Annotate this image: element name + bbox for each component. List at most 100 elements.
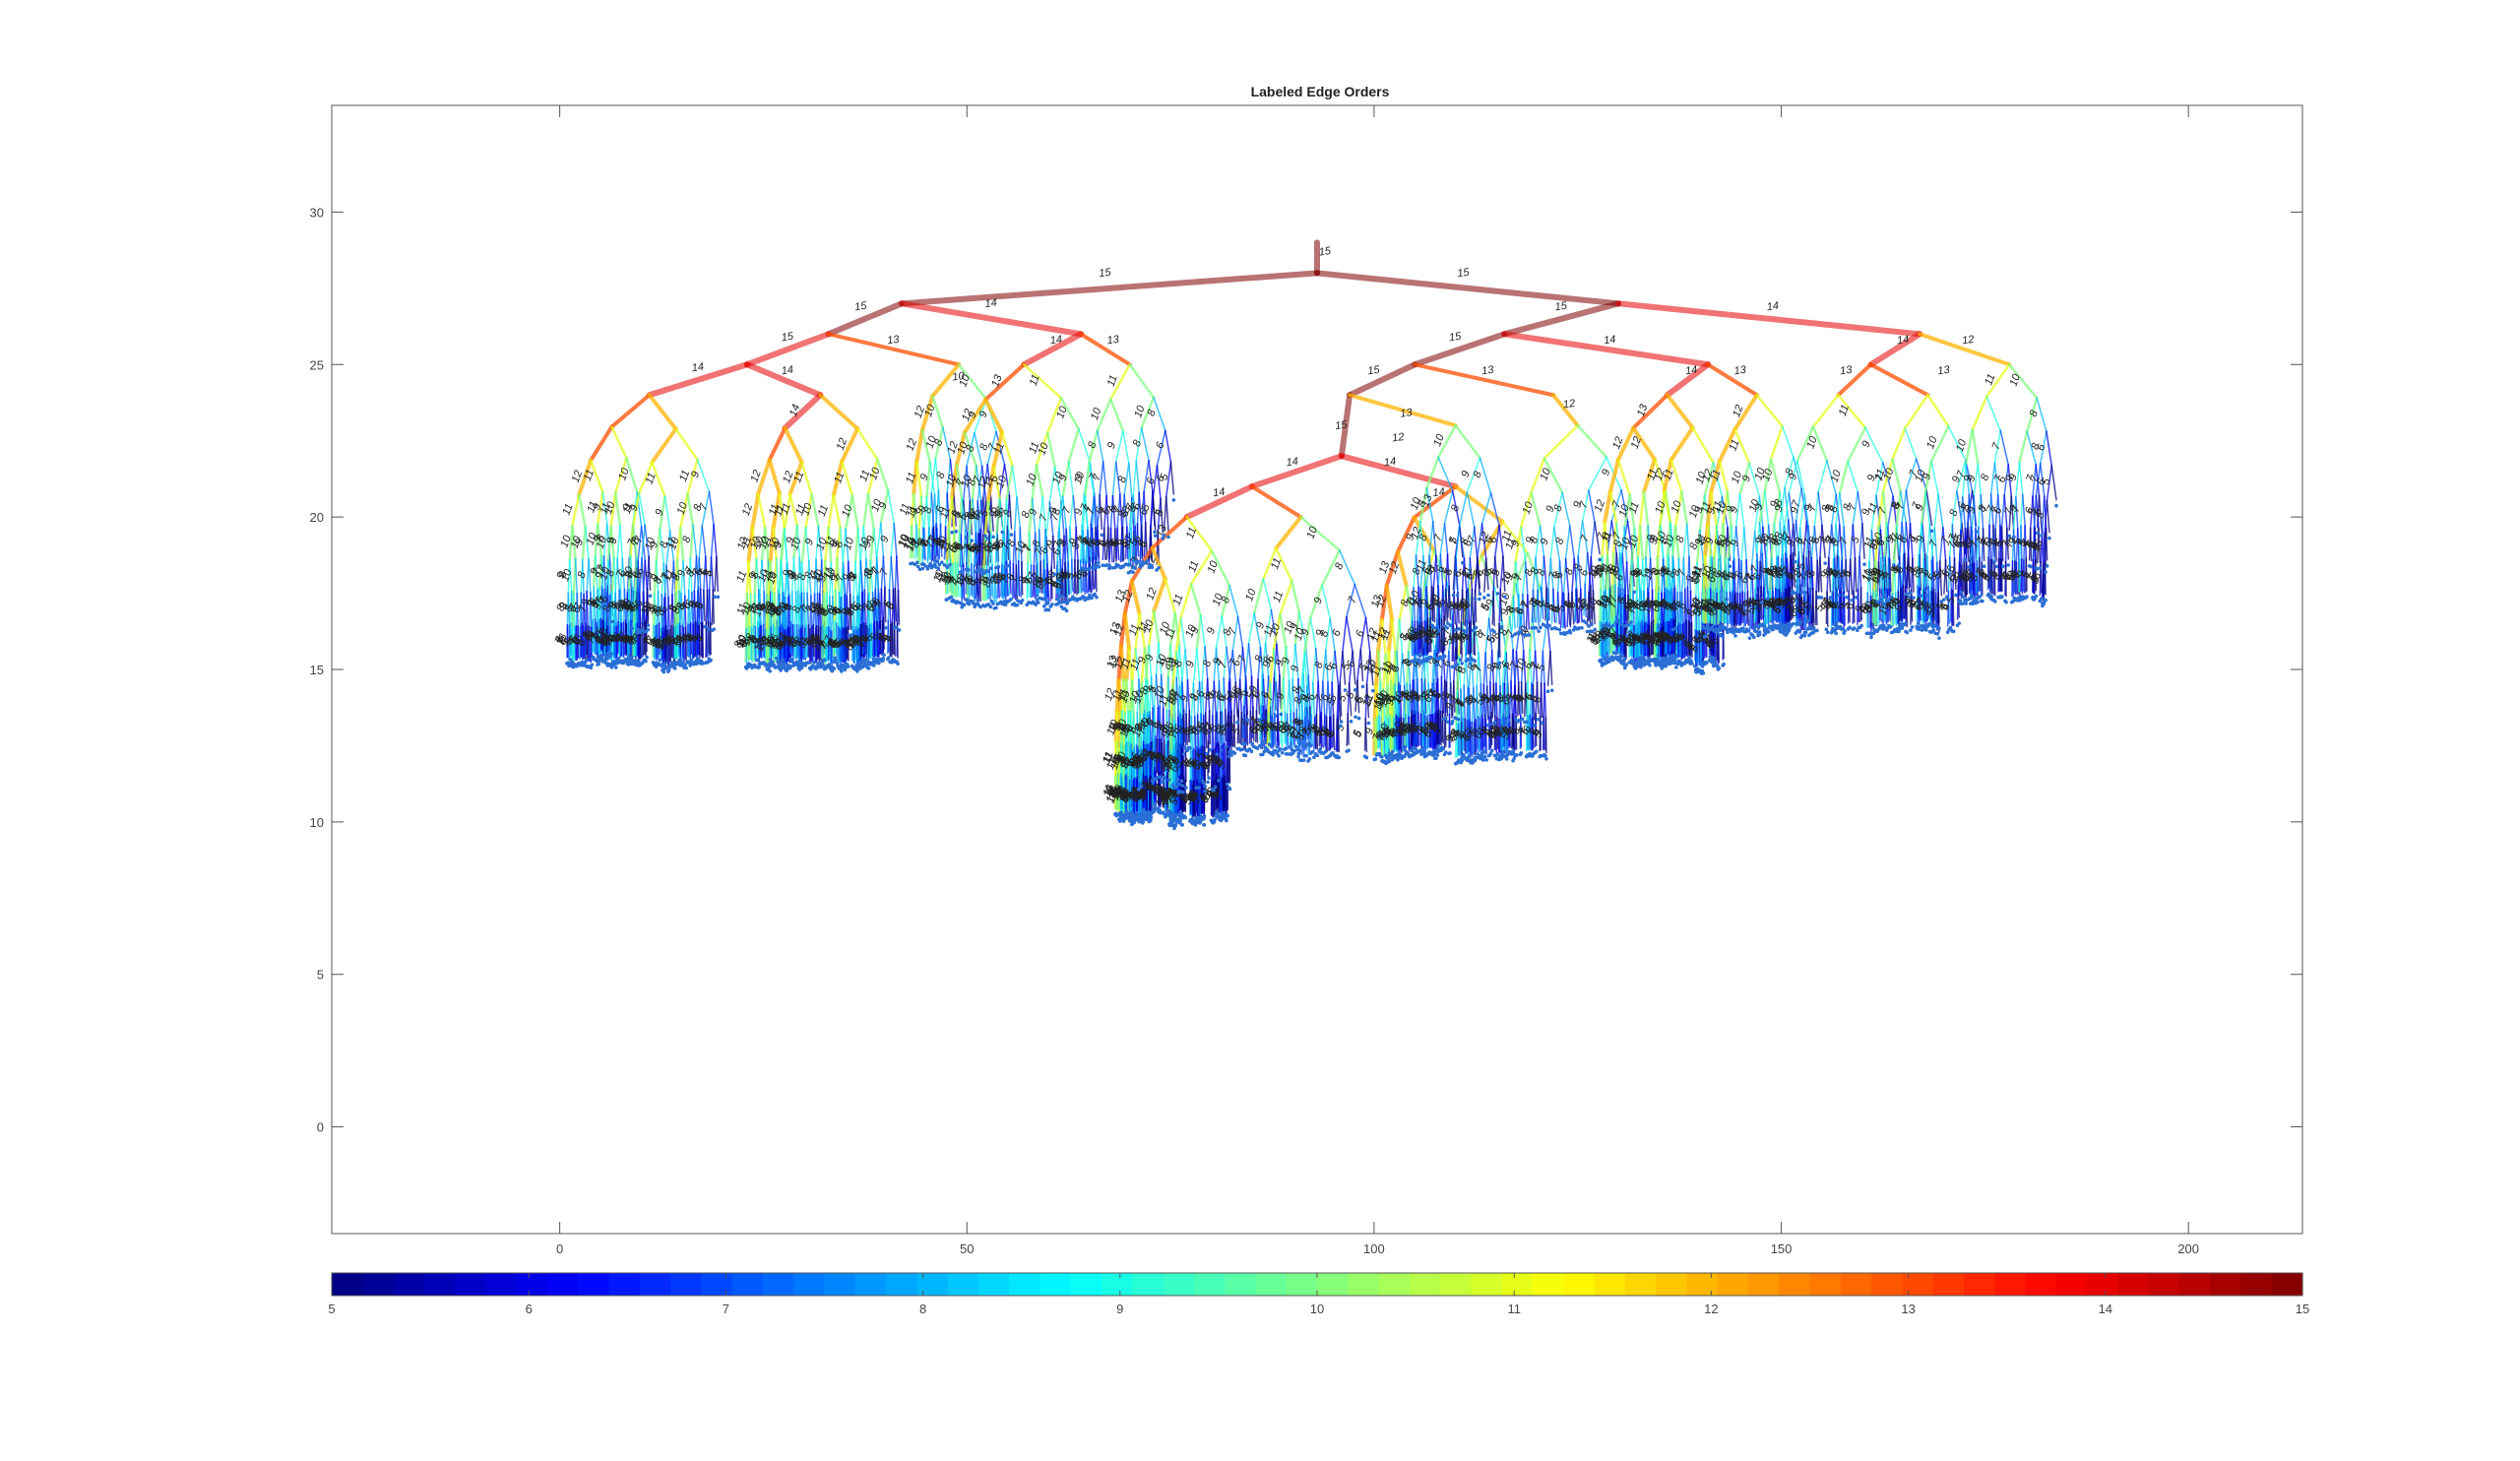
tree-edge (665, 564, 669, 599)
tree-edge (648, 555, 652, 591)
tree-edge (1453, 484, 1505, 524)
tree-edge (1903, 393, 1929, 430)
tree-edge (1685, 523, 1690, 558)
tree-edge (689, 621, 693, 655)
tree-edge (596, 523, 603, 558)
tree-edge (1781, 425, 1795, 458)
tree-edge (1288, 679, 1292, 715)
tree-edge (627, 621, 630, 658)
tree-edge (1240, 712, 1243, 745)
tree-edge (684, 595, 687, 629)
tree-edge (609, 393, 652, 429)
tree-edge (594, 555, 598, 591)
tree-edge (2050, 465, 2057, 501)
tree-edge (665, 530, 671, 566)
tree-edge (678, 492, 689, 530)
tree-edge (659, 528, 665, 564)
tree-edge (647, 393, 678, 431)
tree-edge (1067, 427, 1081, 464)
tree-edge (1013, 496, 1018, 533)
tree-edge (1079, 332, 1132, 367)
edge-order-label: 13 (1733, 364, 1748, 378)
edge-order-label: 14 (1896, 334, 1910, 348)
tree-edge (1543, 423, 1579, 460)
tree-edge (641, 524, 646, 559)
tree-edge (707, 620, 711, 654)
chart-title: Labeled Edge Orders (1251, 84, 1390, 99)
edge-order-label: 15 (1554, 300, 1569, 314)
tree-edge (1755, 393, 1784, 428)
tree-edge (1291, 579, 1301, 614)
tree-edge (619, 589, 623, 624)
tree-edge (575, 624, 578, 662)
tree-edge (621, 557, 626, 591)
tree-edge (1576, 423, 1608, 459)
tree-edge (1262, 578, 1273, 611)
tree-edge (698, 557, 702, 591)
tree-edge (636, 557, 639, 590)
tree-edge (686, 458, 699, 496)
tree-edge (1346, 615, 1354, 653)
tree-edge (1568, 525, 1575, 560)
tree-edge (674, 427, 699, 462)
tree-edge (1971, 428, 1980, 466)
tree-edge (1189, 583, 1203, 617)
tree-edge (890, 522, 895, 558)
tree-edge (574, 558, 578, 595)
tree-edge (1347, 713, 1350, 745)
tree-edge (645, 619, 648, 653)
tree-edge (708, 589, 712, 624)
edge-order-label: 9 (654, 508, 666, 518)
tree-edge (614, 456, 628, 494)
tree-edge (1881, 490, 1888, 525)
tree-edge (1440, 618, 1444, 654)
tree-edge (614, 592, 618, 628)
tree-edge (1390, 617, 1397, 654)
tree-edge (1971, 395, 1988, 431)
tree-edge (568, 559, 573, 593)
tree-edge (1764, 489, 1770, 527)
tree-edge (593, 586, 597, 620)
tree-edge (610, 425, 628, 460)
tree-edge (832, 494, 842, 530)
tree-edge (1132, 460, 1137, 496)
tree-edge (585, 622, 588, 656)
tree-edge (743, 331, 832, 368)
tree-edge (1144, 522, 1148, 556)
tree-edge (750, 492, 761, 530)
tree-edge (1564, 557, 1570, 595)
tree-edge (686, 492, 695, 527)
tree-edge (767, 425, 788, 463)
tree-edge (655, 559, 660, 593)
tree-edge (1669, 425, 1695, 462)
tree-edge (1249, 484, 1303, 520)
tree-edge (1904, 427, 1918, 461)
tree-edge (1011, 465, 1018, 498)
tree-edge (588, 625, 592, 663)
tree-edge (756, 458, 772, 497)
edge-order-label: 14 (1604, 334, 1617, 348)
tree-edge (630, 619, 633, 653)
tree-edge (699, 588, 703, 624)
tree-edge (631, 587, 634, 624)
tree-edge (1926, 393, 1950, 428)
tree-edge (1952, 590, 1955, 627)
tree-edge (1247, 643, 1253, 677)
tree-edge (667, 596, 670, 631)
tree-edge (634, 589, 637, 624)
tree-edge (1347, 361, 1418, 399)
tree-edge (589, 424, 614, 463)
tree-edge (1811, 393, 1840, 428)
tree-edge (1122, 430, 1130, 465)
tree-edge (584, 526, 590, 560)
tree-edge (608, 553, 612, 586)
tree-edge (693, 590, 697, 623)
tree-edge (716, 556, 720, 593)
tree-edge (601, 491, 608, 525)
tree-edge (893, 522, 898, 557)
tree-edge (612, 556, 616, 591)
edge-order-label: 13 (1937, 364, 1952, 378)
tree-edge (616, 557, 620, 592)
tree-edge (783, 425, 804, 465)
tree-edge (586, 590, 589, 627)
